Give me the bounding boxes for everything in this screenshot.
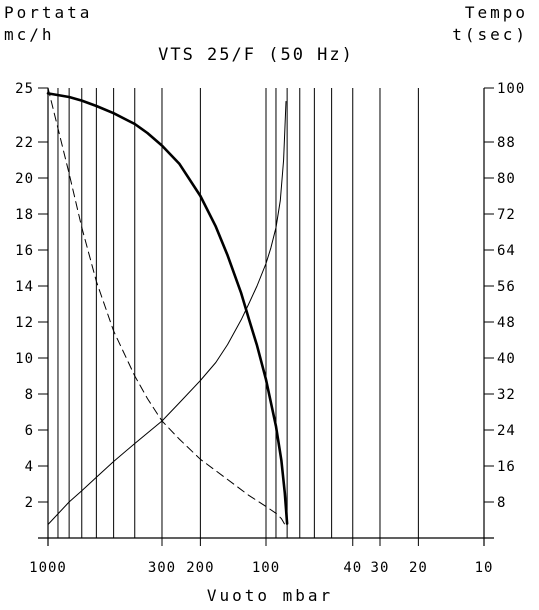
chart-title: VTS 25/F (50 Hz) [158,45,354,65]
right-tick-label: 48 [497,315,516,331]
left-tick-label: 18 [15,207,34,223]
right-tick-label: 8 [497,495,506,511]
x-tick-label: 30 [371,560,390,576]
x-tick-label: 100 [252,560,280,576]
grid [38,87,494,546]
left-tick-label: 8 [25,387,34,403]
left-tick-label: 2 [25,495,34,511]
series-line-dashed [47,87,286,525]
left-tick-label: 10 [15,351,34,367]
right-axis-label-line2: t(sec) [452,25,528,44]
right-axis-label-line1: Tempo [465,3,528,22]
x-tick-label: 40 [343,560,362,576]
left-tick-label: 22 [15,135,34,151]
x-tick-label: 20 [409,560,428,576]
left-tick-label: 25 [15,81,34,97]
x-axis-label: Vuoto mbar [207,586,333,605]
left-axis-label-line1: Portata [4,3,92,22]
x-tick-label: 1000 [29,560,67,576]
left-tick-label: 14 [15,279,34,295]
right-tick-label: 24 [497,423,516,439]
x-tick-label: 300 [148,560,176,576]
left-tick-label: 20 [15,171,34,187]
series-line-thin [47,101,287,525]
right-tick-label: 16 [497,459,516,475]
left-axis-label-line2: mc/h [4,25,55,44]
right-tick-label: 56 [497,279,516,295]
series-lines [46,87,289,525]
x-tick-label: 10 [475,560,494,576]
right-tick-label: 40 [497,351,516,367]
left-tick-label: 4 [25,459,34,475]
series-line-thick [46,92,289,525]
right-tick-label: 72 [497,207,516,223]
left-tick-label: 6 [25,423,34,439]
right-tick-label: 80 [497,171,516,187]
left-tick-label: 16 [15,243,34,259]
right-tick-label: 100 [497,81,525,97]
right-tick-label: 88 [497,135,516,151]
right-tick-label: 32 [497,387,516,403]
x-tick-label: 200 [186,560,214,576]
right-tick-label: 64 [497,243,516,259]
left-tick-label: 12 [15,315,34,331]
tick-labels: 2468101214161820222581624324048566472808… [15,81,525,576]
